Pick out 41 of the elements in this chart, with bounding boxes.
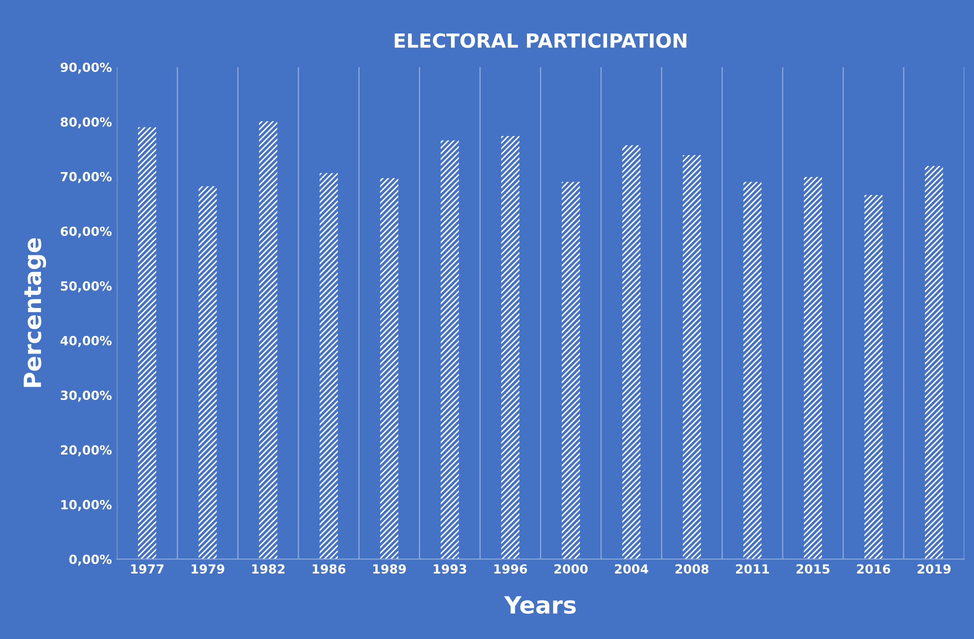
- bar: [440, 140, 459, 560]
- y-tick-label: 40,00%: [60, 336, 112, 347]
- y-tick-label: 70,00%: [60, 172, 112, 183]
- bar: [804, 176, 822, 560]
- x-tick-label: 1982: [252, 564, 285, 574]
- y-tick-label: 60,00%: [60, 226, 112, 238]
- bar: [380, 178, 398, 560]
- y-tick-label: 20,00%: [60, 445, 112, 456]
- x-tick-label: 2016: [857, 564, 890, 574]
- bar: [138, 127, 156, 560]
- y-tick-label: 10,00%: [61, 500, 112, 511]
- bar: [682, 155, 701, 560]
- x-axis-title: Years: [504, 596, 576, 614]
- chart-title: ELECTORAL PARTICIPATION: [394, 33, 686, 48]
- bar: [924, 166, 944, 560]
- x-tick-label: 1986: [312, 564, 346, 574]
- x-tick-label: 2004: [614, 564, 648, 574]
- y-tick-label: 0,00%: [69, 554, 112, 566]
- bar: [320, 173, 338, 560]
- x-tick-label: 1979: [192, 564, 224, 574]
- bar: [259, 121, 278, 560]
- bar: [622, 145, 640, 560]
- x-tick-label: 2019: [918, 564, 951, 574]
- x-tick-label: 1977: [131, 564, 164, 574]
- bar: [864, 195, 883, 560]
- bar: [562, 182, 580, 560]
- y-tick-label: 50,00%: [60, 281, 112, 292]
- y-tick-label: 80,00%: [60, 117, 112, 128]
- x-tick-label: 2015: [796, 564, 830, 574]
- x-tick-label: 1996: [494, 564, 528, 574]
- x-tick-label: 2008: [675, 564, 709, 574]
- x-tick-label: 2000: [554, 564, 588, 574]
- bar: [743, 182, 762, 560]
- y-tick-label: 30,00%: [60, 390, 112, 402]
- y-axis-title: Percentage: [24, 238, 46, 387]
- x-tick-label: 1989: [373, 564, 406, 574]
- y-tick-label: 90,00%: [60, 62, 112, 74]
- x-tick-label: 2011: [736, 564, 769, 574]
- x-tick-label: 1993: [434, 564, 466, 574]
- bar: [501, 136, 520, 560]
- bar: [198, 186, 217, 560]
